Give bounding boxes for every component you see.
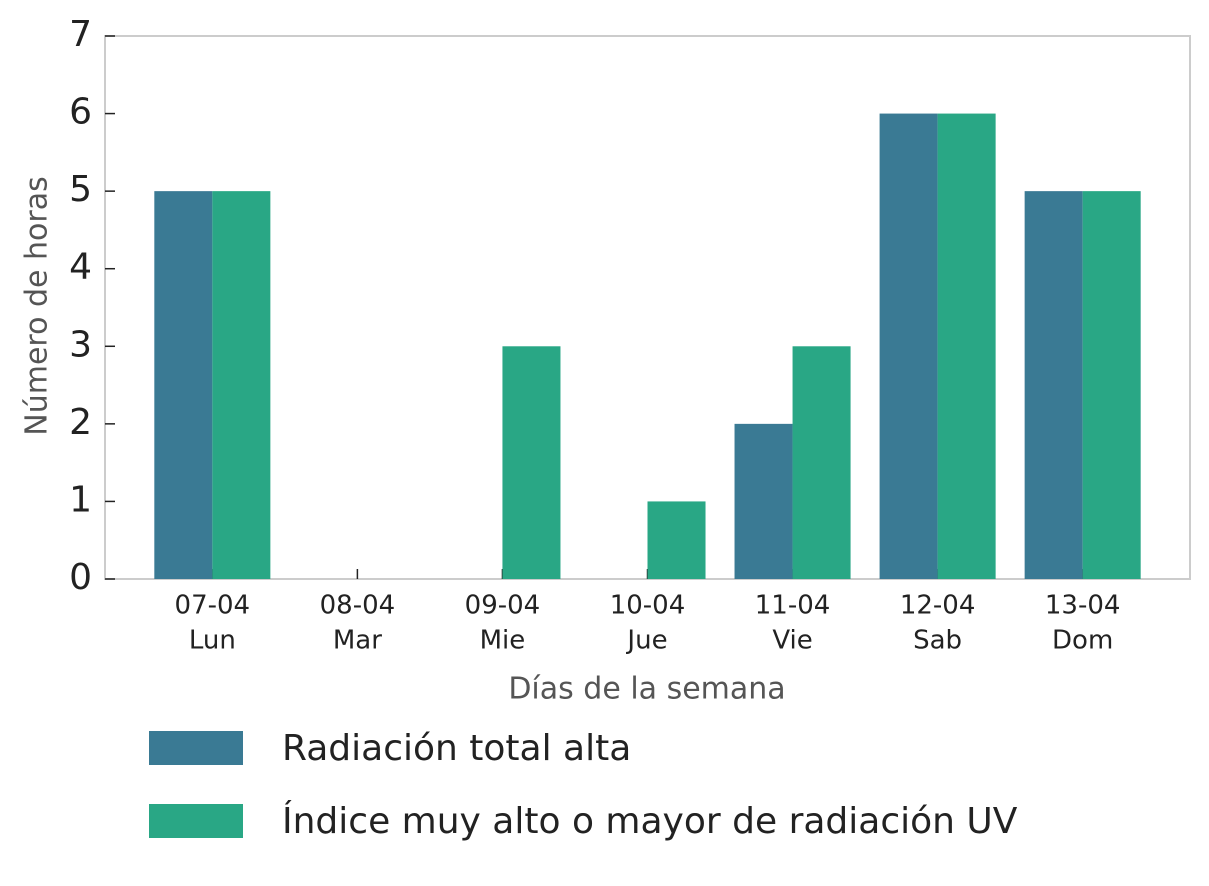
y-tick-label: 0: [69, 557, 92, 598]
bar: [647, 501, 706, 579]
x-tick-label: 13-04: [1045, 591, 1121, 621]
x-axis-label: Días de la semana: [508, 672, 785, 707]
bar: [937, 113, 996, 580]
x-tick-label: 12-04: [900, 591, 976, 621]
x-tick-label: Jue: [625, 626, 667, 656]
y-tick-label: 4: [69, 247, 92, 288]
y-tick-label: 3: [69, 324, 92, 365]
bar: [502, 346, 561, 579]
x-tick-label: 10-04: [610, 591, 686, 621]
y-tick-label: 2: [69, 402, 92, 443]
bar: [734, 423, 793, 579]
x-tick-label: 11-04: [755, 591, 831, 621]
bar: [212, 191, 271, 579]
bar: [1024, 191, 1083, 579]
bar: [879, 113, 938, 580]
x-tick-label: Sab: [913, 626, 962, 656]
x-tick-label: Mie: [480, 626, 526, 656]
bar: [1082, 191, 1141, 579]
bar: [792, 346, 851, 579]
y-tick-label: 6: [69, 92, 92, 133]
legend-label: Índice muy alto o mayor de radiación UV: [282, 800, 1018, 842]
bar: [154, 191, 213, 579]
y-tick-label: 7: [69, 14, 92, 55]
legend-swatch: [149, 731, 243, 765]
x-tick-label: 09-04: [465, 591, 541, 621]
legend-swatch: [149, 804, 243, 838]
y-tick-label: 1: [69, 479, 92, 520]
x-tick-label: Dom: [1052, 626, 1113, 656]
x-tick-label: Vie: [772, 626, 812, 656]
legend-label: Radiación total alta: [282, 728, 631, 769]
y-axis-label: Número de horas: [20, 176, 55, 435]
x-tick-label: Mar: [333, 626, 382, 656]
x-tick-label: 08-04: [320, 591, 396, 621]
x-tick-label: Lun: [189, 626, 236, 656]
x-tick-label: 07-04: [175, 591, 251, 621]
y-tick-label: 5: [69, 169, 92, 210]
